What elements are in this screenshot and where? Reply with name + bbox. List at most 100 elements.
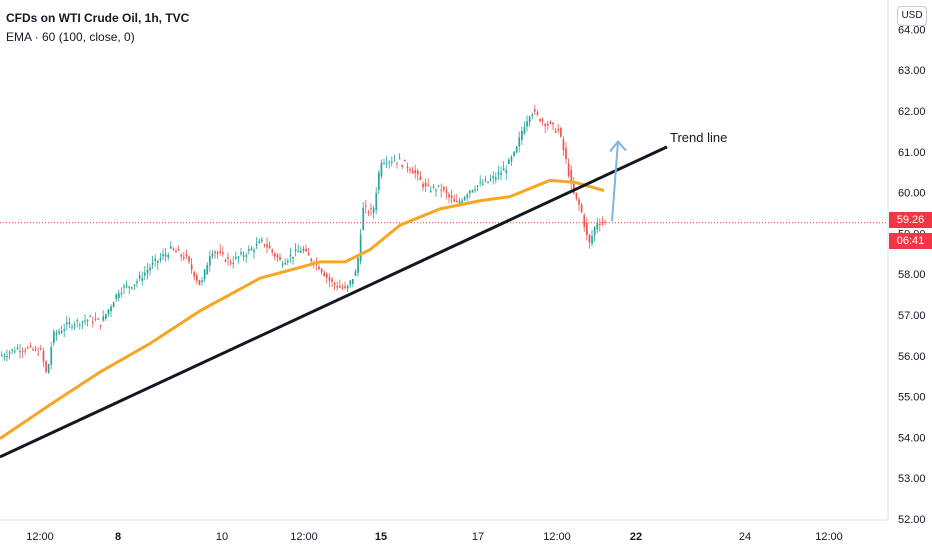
y-tick-label: 61.00 <box>898 147 926 159</box>
candle-body <box>162 254 164 257</box>
candle-body <box>565 148 567 159</box>
candle-body <box>123 286 125 288</box>
candle-body <box>593 227 596 236</box>
candle-body <box>45 361 47 372</box>
candle-body <box>401 165 404 167</box>
candle-body <box>281 264 284 266</box>
candle-body <box>326 273 328 278</box>
candle-body <box>63 329 66 332</box>
candle-body <box>583 215 586 228</box>
candle-body <box>112 302 115 308</box>
arrow-shaft <box>611 141 619 222</box>
candle-body <box>27 347 29 349</box>
candle-body <box>224 259 227 262</box>
candle-body <box>521 130 523 141</box>
candle-body <box>432 186 435 188</box>
candle-body <box>500 172 502 175</box>
candle-body <box>385 163 388 165</box>
candle-body <box>575 192 578 199</box>
candle-body <box>11 349 14 351</box>
candle-body <box>346 285 349 289</box>
x-tick-label: 10 <box>216 531 228 543</box>
candle-body <box>430 190 432 192</box>
candle-body <box>534 109 536 112</box>
time-axis[interactable]: 12:00 8 10 12:00 15 17 12:00 22 24 12:00 <box>26 531 843 543</box>
trend-line[interactable] <box>0 145 668 459</box>
candle-body <box>333 283 336 285</box>
trend-line-path[interactable] <box>0 145 668 459</box>
candle-body <box>580 204 583 213</box>
candle-body <box>60 331 63 334</box>
currency-button[interactable]: USD <box>897 6 927 26</box>
candle-body <box>37 353 40 355</box>
candle-body <box>414 170 417 174</box>
candle-body <box>474 189 476 191</box>
y-tick-label: 57.00 <box>898 310 926 322</box>
x-tick-label: 12:00 <box>290 531 318 543</box>
candle-body <box>266 244 268 248</box>
candle-body <box>318 266 320 270</box>
candle-body <box>323 272 326 277</box>
candle-body <box>53 331 55 343</box>
candle-body <box>237 256 240 259</box>
candle-body <box>274 253 276 257</box>
candle-body <box>248 249 250 251</box>
candle-body <box>297 250 300 253</box>
candle-body <box>261 239 263 242</box>
candle-body <box>279 256 281 260</box>
candle-body <box>570 169 573 183</box>
candle-body <box>411 170 414 174</box>
candle-body <box>487 181 489 183</box>
candle-body <box>388 161 391 163</box>
candle-body <box>463 197 466 200</box>
candle-body <box>567 163 570 176</box>
candle-body <box>383 162 385 164</box>
candle-body <box>300 251 302 253</box>
y-tick-label: 62.00 <box>898 106 926 118</box>
candle-body <box>271 249 274 253</box>
candle-body <box>476 185 479 187</box>
candle-body <box>141 278 144 281</box>
candle-body <box>547 123 549 126</box>
candle-body <box>484 179 487 181</box>
candle-body <box>526 121 528 127</box>
candle-body <box>378 172 380 190</box>
candle-body <box>523 126 526 134</box>
candle-body <box>549 121 552 124</box>
projection-arrow[interactable] <box>609 140 627 222</box>
price-axis[interactable]: 52.0053.0054.0055.0056.0057.0058.0059.00… <box>898 24 926 526</box>
candle-body <box>453 198 456 202</box>
candle-body <box>578 199 580 205</box>
candle-body <box>482 183 484 185</box>
candle-body <box>396 162 398 164</box>
candle-body <box>370 208 372 210</box>
candle-body <box>344 286 346 289</box>
candle-body <box>21 350 24 352</box>
candle-body <box>219 251 222 253</box>
candle-body <box>359 234 362 262</box>
candle-body <box>513 151 515 156</box>
candle-body <box>138 275 141 279</box>
candle-body <box>375 192 378 211</box>
candle-body <box>331 279 333 282</box>
y-tick-label: 53.00 <box>898 473 926 485</box>
candle-body <box>92 321 94 323</box>
indicator-legend[interactable]: EMA · 60 (100, close, 0) <box>6 30 135 44</box>
candle-body <box>211 254 214 257</box>
ema-line <box>0 178 605 440</box>
candle-body <box>149 267 151 271</box>
candle-body <box>536 112 539 115</box>
y-tick-label: 64.00 <box>898 24 926 36</box>
candle-body <box>214 251 216 254</box>
candle-body <box>133 284 136 286</box>
candle-body <box>435 190 437 192</box>
candle-body <box>144 272 146 276</box>
candle-body <box>372 208 375 213</box>
candle-body <box>302 248 305 252</box>
candle-body <box>554 130 557 133</box>
candle-body <box>242 255 245 257</box>
candle-body <box>305 248 307 252</box>
candle-body <box>586 222 588 235</box>
candle-body <box>203 269 206 280</box>
